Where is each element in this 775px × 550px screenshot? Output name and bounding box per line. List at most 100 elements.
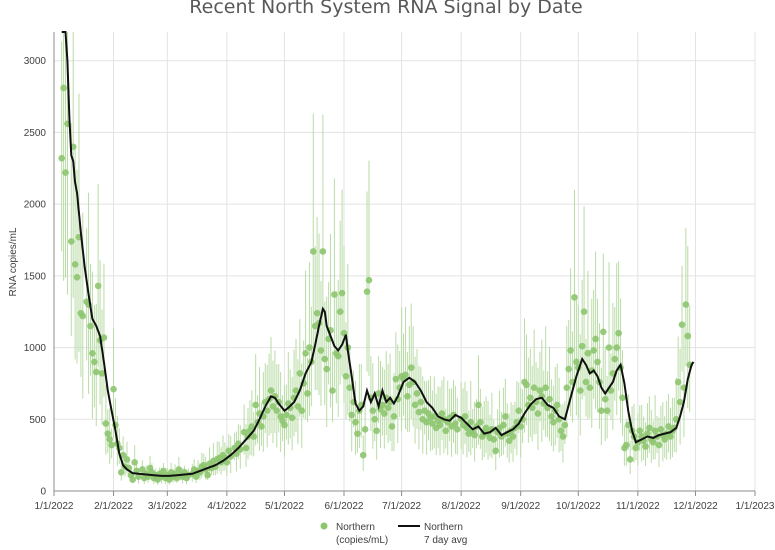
x-tick-label: 10/1/2022 <box>556 501 601 512</box>
data-point <box>296 370 304 377</box>
data-point <box>248 423 256 430</box>
data-point <box>392 375 400 383</box>
data-point <box>429 420 436 427</box>
data-point <box>281 421 288 429</box>
axes <box>53 32 756 496</box>
data-point <box>336 308 344 316</box>
data-point <box>642 443 649 450</box>
x-tick-label: 7/1/2022 <box>382 501 421 512</box>
data-point <box>678 321 686 328</box>
data-point <box>135 473 142 480</box>
data-point <box>542 384 549 392</box>
y-axis-label: RNA copies/mL <box>8 227 19 296</box>
data-point <box>436 421 444 429</box>
data-point <box>467 418 475 426</box>
data-point <box>131 459 138 466</box>
y-tick-label: 2000 <box>24 200 47 211</box>
data-point <box>402 371 409 379</box>
data-point <box>598 407 605 414</box>
x-tick-label: 6/1/2022 <box>325 501 364 512</box>
y-tick-label: 500 <box>29 415 46 426</box>
data-point <box>98 370 106 377</box>
data-point <box>482 424 490 432</box>
data-point <box>354 430 361 437</box>
data-point <box>242 444 250 452</box>
legend-label-points: Northern (copies/mL) <box>336 522 388 546</box>
data-point <box>313 309 321 317</box>
data-point <box>304 390 311 397</box>
data-point <box>553 401 561 409</box>
x-tick-label: 1/1/2022 <box>35 501 74 512</box>
data-point <box>323 365 331 373</box>
data-point <box>442 427 450 435</box>
data-point <box>91 358 98 366</box>
legend-label-line: Northern 7 day avg <box>424 522 467 546</box>
data-point <box>273 407 281 414</box>
data-point <box>665 423 672 430</box>
data-point <box>67 238 75 245</box>
data-point <box>580 308 588 316</box>
data-point <box>352 418 359 426</box>
y-tick-label: 3000 <box>24 56 47 67</box>
data-point <box>359 451 367 459</box>
data-point <box>517 423 524 430</box>
data-point <box>477 418 484 426</box>
data-point <box>110 385 117 393</box>
data-point <box>500 421 507 429</box>
y-tick-label: 2500 <box>24 128 47 139</box>
x-tick-label: 1/1/2023 <box>736 501 775 512</box>
data-point <box>342 372 350 380</box>
data-point <box>71 261 79 268</box>
data-point <box>102 420 110 427</box>
data-point <box>306 344 313 351</box>
x-tick-label: 5/1/2022 <box>265 501 304 512</box>
data-point <box>119 451 127 459</box>
data-point <box>283 411 290 419</box>
data-point <box>87 322 94 330</box>
data-point <box>676 398 684 406</box>
data-point <box>365 276 373 284</box>
avg-line <box>61 31 695 477</box>
data-point <box>379 401 386 409</box>
data-point <box>505 437 513 445</box>
data-point <box>623 441 630 449</box>
data-point <box>674 378 682 386</box>
x-tick-label: 3/1/2022 <box>148 501 187 512</box>
data-point <box>515 407 523 414</box>
data-point <box>509 433 517 440</box>
data-point <box>317 347 325 354</box>
data-point <box>252 401 259 409</box>
x-tick-label: 2/1/2022 <box>94 501 133 512</box>
data-point <box>79 312 87 320</box>
data-point <box>302 350 309 357</box>
x-tick-label: 11/1/2022 <box>616 501 660 512</box>
y-tick-label: 1500 <box>24 271 47 282</box>
data-point <box>565 365 573 373</box>
data-point <box>454 426 461 433</box>
data-point <box>175 466 183 473</box>
data-point <box>363 288 371 295</box>
data-point <box>298 407 306 414</box>
data-point <box>576 387 584 394</box>
data-point <box>204 471 211 479</box>
data-point <box>502 413 509 420</box>
data-point <box>423 418 430 426</box>
data-point <box>632 444 640 452</box>
data-point <box>584 350 592 357</box>
data-point <box>573 358 580 366</box>
data-point <box>582 378 590 386</box>
x-tick-label: 12/1/2022 <box>673 501 718 512</box>
data-point <box>592 335 599 343</box>
data-point <box>548 413 555 420</box>
data-point <box>404 393 411 400</box>
legend: Northern (copies/mL) Northern 7 day avg <box>320 522 467 546</box>
data-point <box>129 476 137 483</box>
data-point <box>294 403 302 410</box>
data-point <box>369 407 377 414</box>
data-point <box>108 441 115 449</box>
data-point <box>117 469 125 476</box>
data-point <box>626 456 634 463</box>
data-point <box>100 334 108 341</box>
data-point <box>319 248 327 255</box>
